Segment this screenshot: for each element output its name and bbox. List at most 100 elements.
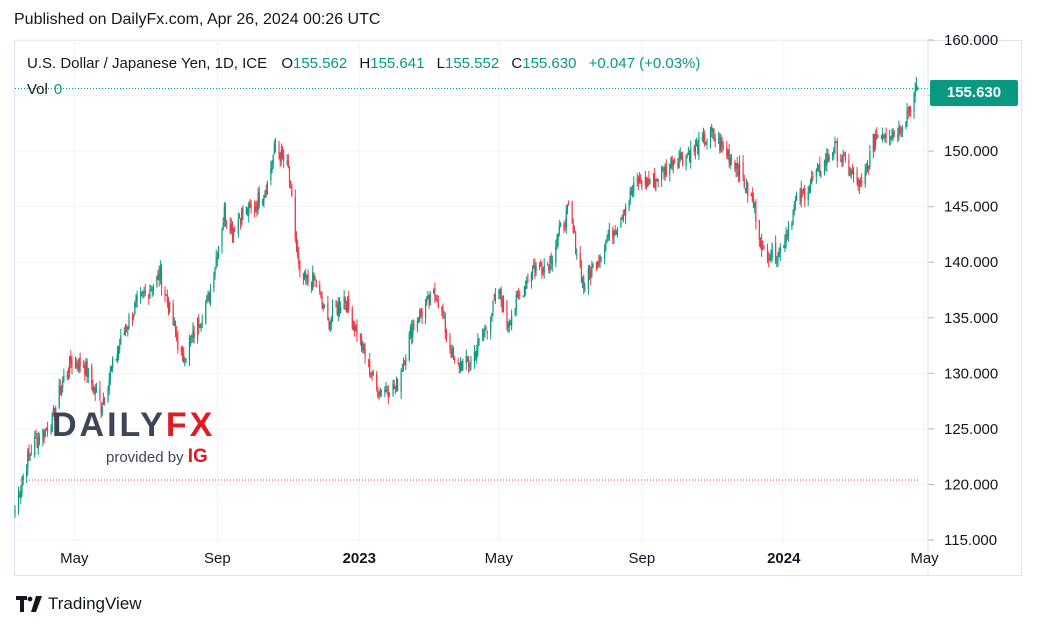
candle-body <box>164 289 166 296</box>
candle-body <box>622 213 624 221</box>
candle-body <box>426 298 428 303</box>
candle-body <box>665 166 667 175</box>
candle-body <box>419 310 421 322</box>
y-tick-label: 120.000 <box>944 476 998 493</box>
candle-body <box>34 437 36 456</box>
candle-body <box>883 136 885 138</box>
candle-body <box>474 352 477 358</box>
x-tick-label: May <box>910 550 939 567</box>
candle-body <box>591 266 593 277</box>
candle-body <box>875 133 877 145</box>
candle-body <box>116 353 118 360</box>
candle-body <box>86 360 88 378</box>
candle-body <box>889 137 891 139</box>
candle-body <box>250 204 252 208</box>
candle-body <box>360 338 363 350</box>
candles-layer <box>14 76 919 518</box>
candle-body <box>579 253 581 267</box>
dailyfx-logo: DAILYFX provided by IG <box>52 406 215 468</box>
candle-body <box>607 237 609 239</box>
candle-body <box>549 256 551 272</box>
candle-body <box>421 311 423 317</box>
candle-body <box>323 305 325 309</box>
candle-body <box>795 193 798 200</box>
candle-body <box>809 182 812 186</box>
candle-body <box>197 318 199 340</box>
candle-body <box>344 298 346 304</box>
candle-body <box>727 151 729 157</box>
candle-body <box>348 296 350 310</box>
candle-body <box>207 292 209 295</box>
candle-body <box>502 302 505 311</box>
candle-body <box>191 336 193 338</box>
reference-lines <box>15 88 928 481</box>
candle-body <box>84 365 86 375</box>
candle-body <box>315 279 317 287</box>
candle-body <box>461 361 463 372</box>
candle-body <box>462 360 464 371</box>
volume-label: Vol <box>27 81 48 98</box>
tradingview-attribution[interactable]: TradingView <box>16 594 142 614</box>
candle-body <box>310 283 313 289</box>
candle-body <box>434 288 436 296</box>
candle-body <box>217 246 220 258</box>
candle-body <box>848 159 850 175</box>
candle-body <box>266 181 268 194</box>
candle-body <box>192 329 194 335</box>
candle-body <box>518 293 520 297</box>
candle-body <box>800 188 802 202</box>
candle-body <box>59 387 61 395</box>
candle-body <box>745 180 748 190</box>
candle-body <box>851 170 854 174</box>
candle-body <box>376 373 378 388</box>
candle-body <box>588 267 591 273</box>
candle-body <box>499 289 501 294</box>
candle-body <box>584 287 586 291</box>
candle-body <box>519 294 521 296</box>
candle-body <box>783 246 785 248</box>
candle-body <box>500 288 502 302</box>
candle-body <box>827 154 829 160</box>
tradingview-logo-icon <box>16 596 42 612</box>
candle-body <box>437 301 439 308</box>
candle-body <box>511 315 513 326</box>
candle-body <box>763 245 765 249</box>
candle-body <box>424 304 427 318</box>
candle-body <box>909 108 912 112</box>
candle-body <box>402 362 405 368</box>
candle-body <box>370 372 372 375</box>
candle-body <box>369 360 371 375</box>
candle-body <box>828 156 830 161</box>
candle-body <box>587 268 589 289</box>
candle-body <box>330 318 332 324</box>
candle-body <box>906 110 908 124</box>
candle-body <box>127 326 129 330</box>
candle-body <box>319 284 321 293</box>
candle-body <box>484 328 486 332</box>
candle-body <box>364 349 366 358</box>
candle-body <box>209 289 211 305</box>
candle-body <box>83 365 85 368</box>
candle-body <box>174 320 177 333</box>
candle-body <box>322 303 324 309</box>
candle-body <box>841 160 843 163</box>
candle-body <box>735 162 737 170</box>
candle-body <box>542 273 544 275</box>
candle-body <box>110 367 113 370</box>
candle-body <box>654 172 656 189</box>
candle-body <box>901 128 904 131</box>
candle-body <box>290 180 292 184</box>
candle-body <box>644 176 646 186</box>
grid-layer <box>15 39 928 541</box>
candle-body <box>859 181 862 183</box>
candle-body <box>19 494 21 498</box>
candle-body <box>655 179 657 191</box>
candle-body <box>328 319 330 330</box>
candle-body <box>354 326 356 332</box>
candle-body <box>690 148 692 164</box>
candle-body <box>256 204 258 210</box>
candle-body <box>148 294 150 298</box>
candle-body <box>573 230 576 233</box>
x-tick-label: Sep <box>204 550 231 567</box>
